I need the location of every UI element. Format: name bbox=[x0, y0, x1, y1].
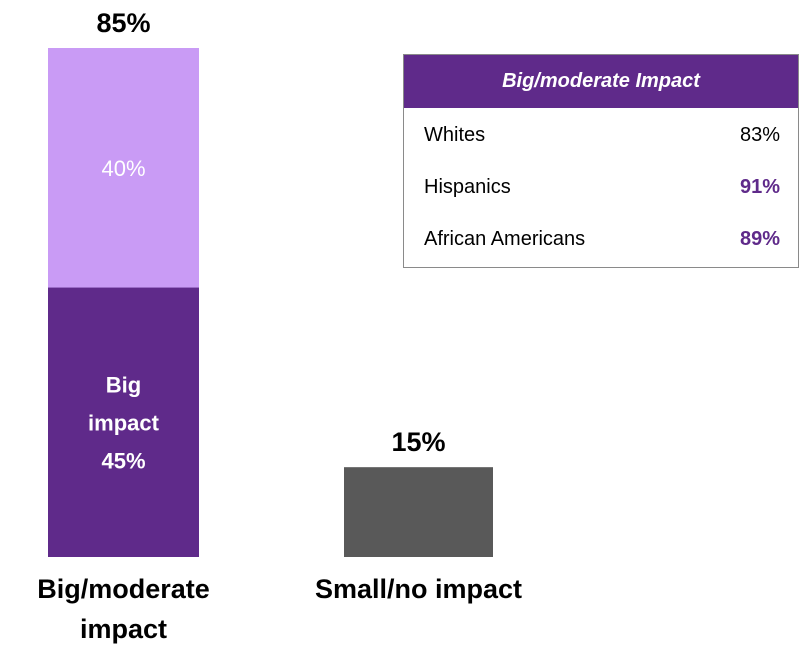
category-label: Small/no impact bbox=[315, 574, 522, 604]
segment-data-label: Big bbox=[106, 372, 141, 397]
segment-data-label: impact bbox=[88, 410, 160, 435]
bar-total-label: 85% bbox=[96, 8, 150, 38]
table-header: Big/moderate Impact bbox=[404, 55, 798, 108]
category-label: Big/moderate bbox=[37, 574, 210, 604]
table-row-whites: Whites 83% bbox=[404, 108, 798, 160]
row-group-label: Hispanics bbox=[424, 176, 511, 198]
bar-segment bbox=[48, 287, 199, 557]
category-label: impact bbox=[80, 614, 167, 644]
row-value: 89% bbox=[739, 228, 780, 250]
table-row-hispanics: Hispanics 91% bbox=[404, 160, 798, 212]
bar-segment bbox=[48, 48, 199, 288]
row-group-label: African Americans bbox=[424, 228, 586, 250]
table-row-african-americans: African Americans 89% bbox=[404, 212, 798, 264]
row-value: 83% bbox=[739, 124, 780, 146]
row-value: 91% bbox=[739, 176, 780, 198]
segment-data-label: 45% bbox=[101, 448, 145, 473]
bar-total-label: 15% bbox=[391, 427, 445, 457]
segment-data-label: 40% bbox=[101, 156, 145, 181]
bar-segment bbox=[344, 467, 493, 557]
row-group-label: Whites bbox=[424, 124, 486, 146]
impact-by-group-table: Big/moderate Impact Whites 83% Hispanics… bbox=[403, 54, 799, 268]
